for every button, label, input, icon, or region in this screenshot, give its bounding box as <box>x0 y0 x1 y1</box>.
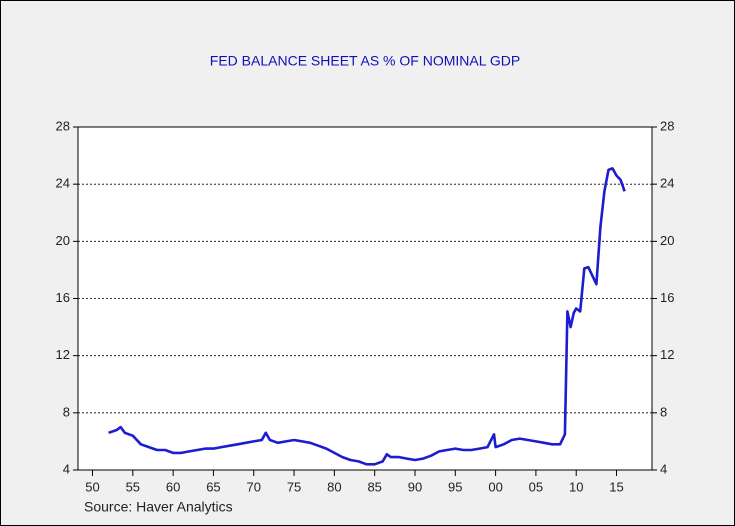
y2-tick-label: 28 <box>660 118 674 133</box>
x-tick-label: 95 <box>448 479 462 494</box>
y2-tick-label: 20 <box>660 233 674 248</box>
x-tick-label: 85 <box>367 479 381 494</box>
y-tick-label: 12 <box>56 347 70 362</box>
y2-tick-label: 24 <box>660 176 674 191</box>
y-tick-label: 28 <box>56 118 70 133</box>
x-tick-label: 65 <box>206 479 220 494</box>
x-tick-label: 90 <box>408 479 422 494</box>
x-tick-label: 55 <box>126 479 140 494</box>
y-tick-label: 20 <box>56 233 70 248</box>
y2-tick-label: 8 <box>660 404 667 419</box>
data-line <box>108 167 626 466</box>
y2-tick-label: 12 <box>660 347 674 362</box>
x-tick-label: 50 <box>85 479 99 494</box>
x-tick-label: 15 <box>609 479 623 494</box>
x-tick-label: 70 <box>247 479 261 494</box>
y-tick-label: 16 <box>56 290 70 305</box>
x-tick-label: 80 <box>327 479 341 494</box>
x-tick-label: 10 <box>569 479 583 494</box>
x-tick-label: 00 <box>488 479 502 494</box>
chart-title: FED BALANCE SHEET AS % OF NOMINAL GDP <box>210 53 520 69</box>
plot-area <box>77 126 653 471</box>
y-tick-label: 8 <box>63 404 70 419</box>
source-note: Source: Haver Analytics <box>84 499 233 515</box>
y2-tick-label: 4 <box>660 461 667 476</box>
y-tick-label: 24 <box>56 176 70 191</box>
y2-tick-label: 16 <box>660 290 674 305</box>
x-tick-label: 05 <box>529 479 543 494</box>
x-tick-label: 60 <box>166 479 180 494</box>
x-tick-label: 75 <box>287 479 301 494</box>
y-tick-label: 4 <box>63 461 70 476</box>
